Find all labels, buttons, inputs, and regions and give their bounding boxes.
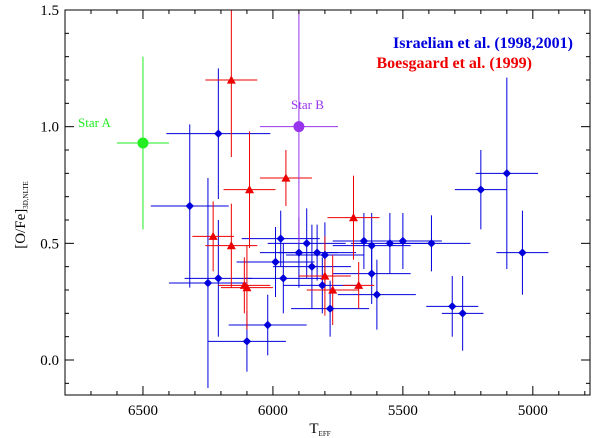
- x-axis-label: TEFF: [309, 421, 330, 438]
- israelian-point-4: [214, 274, 223, 283]
- boesgaard-point-2: [245, 185, 255, 194]
- star-b-point: [293, 121, 305, 133]
- plot-frame: [64, 9, 591, 396]
- y-tick-label-2: 0.5: [40, 236, 59, 252]
- israelian-point-2: [214, 129, 223, 138]
- israelian-point-8: [276, 234, 285, 243]
- israelian-point-26: [476, 185, 486, 194]
- israelian-point-27: [502, 169, 512, 178]
- israelian-point-20: [372, 290, 382, 299]
- israelian-point-19: [367, 241, 376, 250]
- israelian-point-28: [518, 248, 527, 257]
- israelian-point-5: [242, 337, 252, 346]
- legend-entry-israelian: Israelian et al. (1998,2001): [393, 35, 573, 52]
- y-tick-label-4: 1.5: [40, 3, 59, 19]
- israelian-point-24: [448, 302, 457, 311]
- boesgaard-point-9: [328, 285, 338, 294]
- legend-entry-boesgaard: Boesgaard et al. (1999): [376, 55, 532, 72]
- israelian-point-7: [271, 257, 280, 267]
- star-a-point: [137, 137, 149, 149]
- x-tick-label-4: 5000: [518, 403, 548, 419]
- markers-layer: [137, 75, 527, 346]
- y-tick-label-1: 0.0: [40, 353, 59, 369]
- star-b-label: Star B: [291, 97, 324, 112]
- boesgaard-point-7: [281, 173, 291, 182]
- israelian-point-10: [294, 248, 304, 257]
- x-tick-label-3: 5500: [388, 403, 418, 419]
- y-axis-label: [O/Fe]3D,NLTE: [13, 181, 30, 249]
- israelian-point-18: [367, 269, 376, 278]
- israelian-point-17: [359, 236, 369, 246]
- boesgaard-point-6: [208, 231, 218, 240]
- israelian-point-13: [312, 248, 322, 257]
- israelian-point-12: [307, 262, 317, 271]
- israelian-point-14: [318, 281, 327, 290]
- x-tick-label-2: 6000: [258, 403, 288, 419]
- israelian-point-21: [385, 239, 395, 248]
- ticks-layer: 6500 6000 5500 5000 0.0 0.5 1.0 1.5: [40, 3, 590, 419]
- israelian-point-22: [398, 236, 408, 246]
- boesgaard-point-5: [226, 241, 236, 250]
- boesgaard-point-4: [239, 280, 249, 289]
- y-tick-label-3: 1.0: [40, 120, 59, 136]
- boesgaard-point-1: [226, 75, 236, 84]
- israelian-point-6: [263, 320, 272, 330]
- israelian-point-11: [302, 239, 311, 248]
- boesgaard-point-10: [348, 213, 358, 222]
- boesgaard-point-8: [320, 271, 330, 280]
- boesgaard-point-11: [354, 280, 364, 289]
- israelian-point-25: [458, 309, 467, 318]
- israelian-point-23: [427, 239, 436, 248]
- israelian-point-1: [185, 201, 194, 211]
- x-tick-label-1: 6500: [128, 403, 158, 419]
- israelian-point-16: [325, 304, 335, 313]
- star-a-label: Star A: [78, 115, 111, 130]
- israelian-point-9: [279, 274, 288, 283]
- israelian-point-3: [203, 278, 213, 288]
- israelian-point-15: [320, 250, 330, 260]
